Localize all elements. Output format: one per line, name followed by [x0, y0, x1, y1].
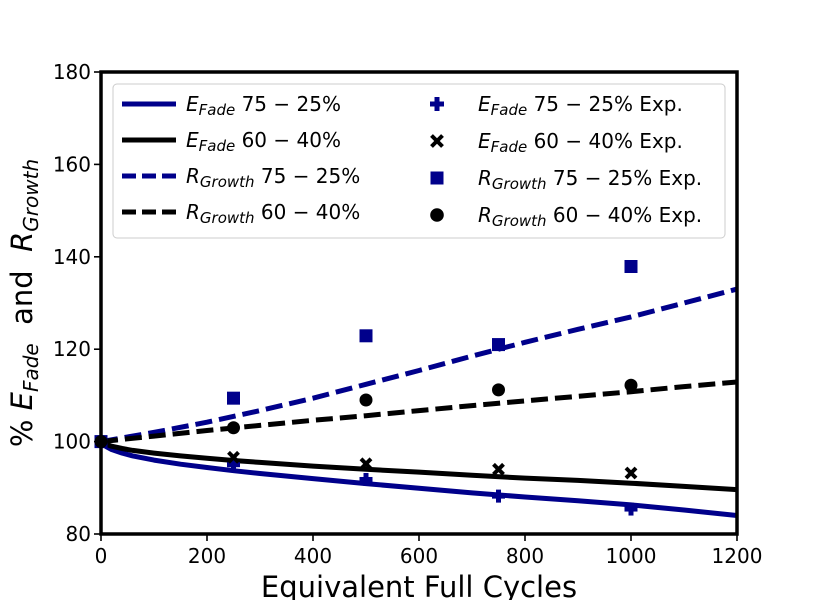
legend-label-rgrowth-75-25-exp: RGrowth 75 − 25% Exp.: [478, 166, 702, 193]
legend-box: [112, 83, 726, 239]
data-point-x: [492, 462, 505, 476]
legend: EFade 75 − 25% EFade 60 − 40% RGrowth 75…: [112, 83, 726, 239]
legend-label-efade-75-25-exp: EFade 75 − 25% Exp.: [478, 92, 683, 119]
data-point-x: [227, 450, 240, 464]
y-tick-label: 140: [53, 245, 91, 269]
x-tick-label: 400: [294, 544, 332, 568]
legend-label-efade-75-25: EFade 75 − 25%: [186, 92, 341, 119]
x-tick-label: 1200: [712, 544, 763, 568]
legend-marker-circle: [430, 208, 444, 222]
series-line-1: [101, 439, 737, 493]
data-point-square: [624, 260, 638, 274]
plot-frame: [99, 70, 739, 536]
y-tick-label: 180: [53, 60, 91, 84]
legend-marker-square: [430, 171, 444, 185]
data-point-square: [227, 391, 240, 405]
data-point-x: [359, 457, 373, 471]
data-point-x: [624, 466, 638, 480]
x-tick-label: 800: [506, 544, 544, 568]
data-point-circle: [359, 393, 373, 407]
data-point-square: [359, 329, 373, 343]
axis-ticks: 0 200 400 600 800 1000 1200 80 100 120 140 160 180: [53, 60, 763, 568]
legend-marker-x: [430, 134, 444, 148]
series-line-2: [101, 286, 737, 445]
y-tick-label: 100: [53, 430, 91, 454]
legend-marker-plus: [430, 97, 444, 111]
data-point-square: [492, 338, 505, 352]
x-tick-label: 1000: [606, 544, 657, 568]
legend-label-rgrowth-75-25: RGrowth 75 − 25%: [186, 164, 360, 191]
data-point-circle: [624, 378, 638, 392]
legend-label-rgrowth-60-40: RGrowth 60 − 40%: [186, 200, 360, 227]
x-tick-label: 0: [95, 544, 108, 568]
legend-label-efade-60-40-exp: EFade 60 − 40% Exp.: [478, 129, 683, 156]
data-point-plus: [624, 502, 638, 516]
y-axis-title: % EFade and RGrowth: [5, 159, 43, 447]
series-line-3: [101, 379, 737, 445]
data-point-plus: [492, 489, 505, 503]
y-tick-label: 80: [66, 522, 91, 546]
x-tick-label: 600: [400, 544, 438, 568]
data-point-plus: [227, 458, 240, 472]
series-lines: [101, 286, 737, 518]
y-tick-label: 160: [53, 152, 91, 176]
x-axis-title: Equivalent Full Cycles: [261, 570, 577, 600]
legend-label-rgrowth-60-40-exp: RGrowth 60 − 40% Exp.: [478, 203, 702, 230]
x-tick-label: 200: [188, 544, 226, 568]
data-point-circle: [227, 421, 240, 435]
data-point-circle: [492, 383, 505, 397]
data-point-plus: [359, 472, 373, 486]
series-line-0: [101, 439, 737, 518]
y-tick-label: 120: [53, 337, 91, 361]
legend-label-efade-60-40: EFade 60 − 40%: [186, 128, 341, 155]
